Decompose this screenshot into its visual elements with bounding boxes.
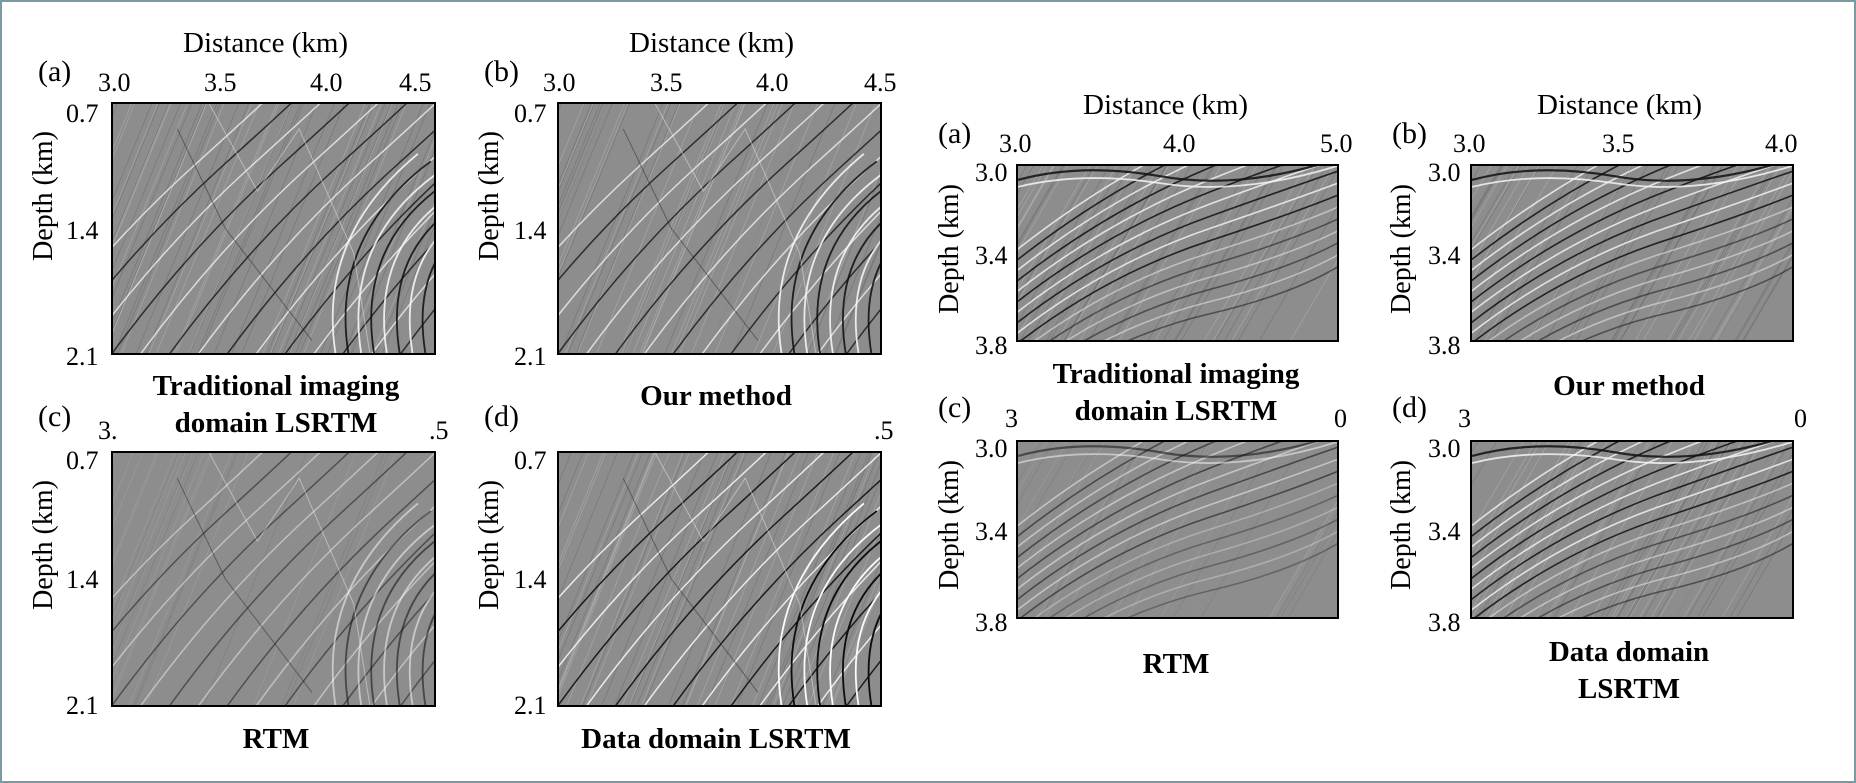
left-c-caption: RTM [242,723,310,755]
right-a-xlabel: Distance (km) [1083,89,1249,121]
right-c-caption: RTM [1142,648,1210,680]
left-d-ylabel: Depth (km) [474,480,505,610]
right-c-ytick: 3.8 [975,608,1008,637]
right-c-label: (c) [938,391,972,424]
right-d-xtick: 0 [1794,404,1807,433]
left-b-ytick: 2.1 [514,342,547,371]
left-a-xlabel: Distance (km) [183,27,349,59]
right-c-xtick: 0 [1334,404,1347,433]
right-a-xtick: 5.0 [1320,129,1353,158]
left-b-xtick: 3.5 [650,68,683,97]
left-d-seismic-image [557,451,882,707]
right-b-ytick: 3.0 [1428,158,1461,187]
left-d-label: (d) [484,400,519,433]
left-b-label: (b) [484,55,519,88]
left-a-xtick: 4.0 [310,68,343,97]
left-a-ytick: 1.4 [66,216,99,245]
left-a-ytick: 2.1 [66,342,99,371]
right-b-xtick: 3.5 [1602,129,1635,158]
right-a-xtick: 4.0 [1163,129,1196,158]
right-a-seismic-image [1016,164,1339,342]
right-a-ytick: 3.8 [975,331,1008,360]
left-c-seismic-image [111,451,436,707]
left-d-xtick: .5 [874,416,894,445]
right-b-label: (b) [1392,117,1427,150]
right-b-ytick: 3.8 [1428,331,1461,360]
left-a-label: (a) [38,55,72,88]
left-c-xtick: .5 [429,416,449,445]
left-b-xtick: 3.0 [543,68,576,97]
right-c-seismic-image [1016,440,1339,619]
right-b-ylabel: Depth (km) [1386,184,1417,314]
left-c-xtick: 3. [98,416,118,445]
left-d-ytick: 0.7 [514,446,547,475]
left-d-ytick: 1.4 [514,565,547,594]
left-a-xtick: 3.0 [98,68,131,97]
right-b-xtick: 4.0 [1765,129,1798,158]
left-c-ytick: 0.7 [66,446,99,475]
left-b-ytick: 1.4 [514,216,547,245]
right-b-xtick: 3.0 [1453,129,1486,158]
left-b-xtick: 4.5 [864,68,897,97]
left-d-ytick: 2.1 [514,691,547,720]
right-c-xtick: 3 [1005,404,1018,433]
left-b-ylabel: Depth (km) [474,131,505,261]
right-d-ytick: 3.4 [1428,517,1461,546]
right-c-ytick: 3.4 [975,517,1008,546]
left-a-xtick: 4.5 [399,68,432,97]
right-c-ytick: 3.0 [975,434,1008,463]
left-a-seismic-image [111,102,436,355]
right-a-xtick: 3.0 [999,129,1032,158]
left-d-caption: Data domain LSRTM [581,723,851,755]
right-a-ytick: 3.0 [975,158,1008,187]
right-b-caption: Our method [1553,370,1705,402]
left-a-ylabel: Depth (km) [28,131,59,261]
left-b-xtick: 4.0 [756,68,789,97]
right-b-seismic-image [1470,164,1794,342]
left-b-xlabel: Distance (km) [629,27,795,59]
right-a-ytick: 3.4 [975,241,1008,270]
left-b-caption: Our method [640,380,792,412]
left-a-caption: Traditional imaging domain LSRTM [152,370,400,439]
left-b-seismic-image [557,102,882,355]
right-d-xtick: 3 [1458,404,1471,433]
right-b-ytick: 3.4 [1428,241,1461,270]
right-d-seismic-image [1470,440,1794,619]
right-c-ylabel: Depth (km) [934,460,965,590]
right-d-caption: Data domain LSRTM [1548,636,1710,705]
left-c-ytick: 2.1 [66,691,99,720]
left-c-ytick: 1.4 [66,565,99,594]
right-d-ytick: 3.0 [1428,434,1461,463]
right-d-ylabel: Depth (km) [1386,460,1417,590]
left-a-xtick: 3.5 [204,68,237,97]
right-a-caption: Traditional imaging domain LSRTM [1052,358,1300,427]
right-b-xlabel: Distance (km) [1537,89,1703,121]
left-b-ytick: 0.7 [514,99,547,128]
right-d-label: (d) [1392,391,1427,424]
right-d-ytick: 3.8 [1428,608,1461,637]
left-c-ylabel: Depth (km) [28,480,59,610]
left-a-ytick: 0.7 [66,99,99,128]
left-c-label: (c) [38,400,72,433]
right-a-ylabel: Depth (km) [934,184,965,314]
right-a-label: (a) [938,117,972,150]
